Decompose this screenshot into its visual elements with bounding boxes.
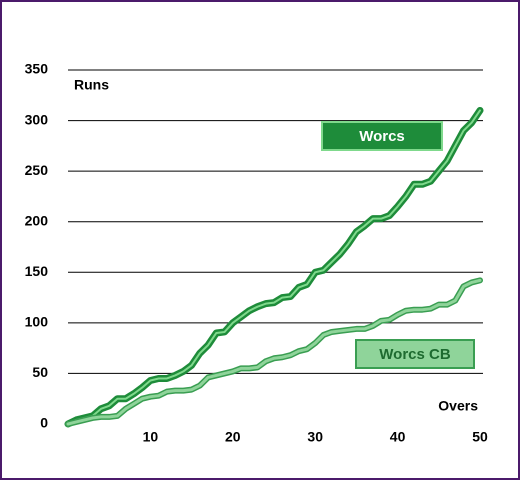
x-tick-label: 10 — [143, 429, 159, 445]
x-axis-label: Overs — [438, 398, 478, 414]
legend-label: Worcs CB — [379, 346, 451, 363]
series-line-highlight — [66, 278, 482, 426]
y-tick-label: 250 — [25, 162, 49, 178]
x-tick-label: 30 — [307, 429, 323, 445]
y-tick-label: 100 — [25, 314, 49, 330]
y-tick-label: 0 — [40, 415, 48, 431]
x-tick-label: 20 — [225, 429, 241, 445]
y-tick-label: 50 — [32, 364, 48, 380]
x-tick-label: 50 — [472, 429, 488, 445]
y-tick-label: 350 — [25, 61, 49, 77]
series-line-highlight — [67, 109, 481, 425]
y-axis-label: Runs — [74, 77, 109, 93]
y-tick-label: 150 — [25, 263, 49, 279]
y-tick-label: 300 — [25, 111, 49, 127]
legend-box — [321, 121, 443, 151]
x-tick-label: 40 — [390, 429, 406, 445]
legend-box — [355, 339, 475, 369]
y-tick-label: 200 — [25, 212, 49, 228]
legend-label: Worcs — [359, 128, 405, 145]
